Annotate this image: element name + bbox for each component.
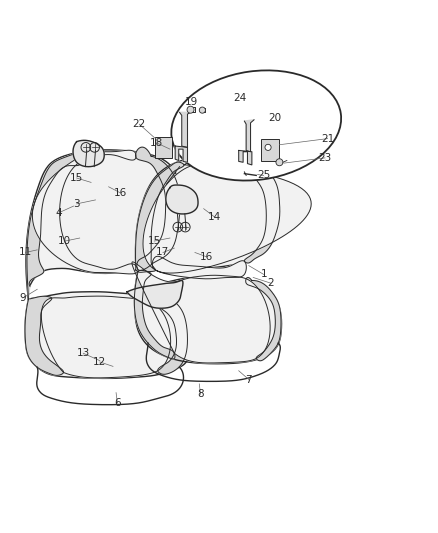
Polygon shape (25, 292, 189, 378)
Polygon shape (238, 159, 280, 263)
Text: 15: 15 (70, 173, 83, 183)
Polygon shape (166, 185, 198, 214)
Text: 3: 3 (73, 199, 80, 209)
Circle shape (199, 107, 205, 113)
Ellipse shape (171, 70, 341, 181)
Polygon shape (135, 162, 184, 272)
Text: 23: 23 (318, 153, 332, 163)
Polygon shape (25, 296, 64, 375)
Polygon shape (239, 150, 252, 165)
Text: 17: 17 (156, 247, 170, 257)
Text: 10: 10 (58, 236, 71, 246)
Polygon shape (26, 150, 182, 300)
Text: 15: 15 (148, 236, 161, 246)
Text: 2: 2 (267, 278, 274, 288)
Polygon shape (135, 156, 280, 270)
Circle shape (187, 106, 194, 113)
Polygon shape (134, 271, 282, 364)
Text: 21: 21 (321, 134, 334, 143)
Text: 7: 7 (245, 375, 252, 384)
Polygon shape (27, 154, 82, 300)
Text: 14: 14 (208, 212, 221, 222)
Polygon shape (73, 140, 104, 167)
Text: 1: 1 (260, 269, 267, 279)
Text: 12: 12 (93, 357, 106, 367)
Text: 24: 24 (233, 93, 247, 103)
Polygon shape (142, 296, 187, 374)
Polygon shape (134, 270, 175, 359)
Polygon shape (143, 157, 311, 279)
Polygon shape (41, 296, 171, 378)
Polygon shape (132, 262, 270, 363)
Bar (261, 139, 279, 160)
Polygon shape (127, 280, 183, 308)
Text: 16: 16 (200, 252, 213, 262)
Circle shape (265, 144, 271, 150)
Text: 16: 16 (114, 188, 127, 198)
Text: 13: 13 (77, 348, 90, 358)
Polygon shape (175, 146, 187, 162)
Circle shape (276, 159, 283, 166)
Polygon shape (246, 278, 281, 361)
Polygon shape (135, 147, 180, 270)
Polygon shape (180, 112, 191, 147)
Text: 25: 25 (257, 171, 270, 180)
Text: 8: 8 (197, 390, 204, 399)
Polygon shape (244, 120, 254, 152)
Text: 18: 18 (150, 138, 163, 148)
Polygon shape (32, 150, 138, 274)
Text: 20: 20 (268, 114, 282, 124)
Text: 6: 6 (114, 398, 121, 408)
Text: 4: 4 (56, 208, 63, 217)
Text: 11: 11 (19, 247, 32, 257)
Text: 19: 19 (185, 97, 198, 107)
Text: 9: 9 (19, 293, 26, 303)
Text: 22: 22 (133, 119, 146, 129)
Bar (155, 138, 172, 158)
